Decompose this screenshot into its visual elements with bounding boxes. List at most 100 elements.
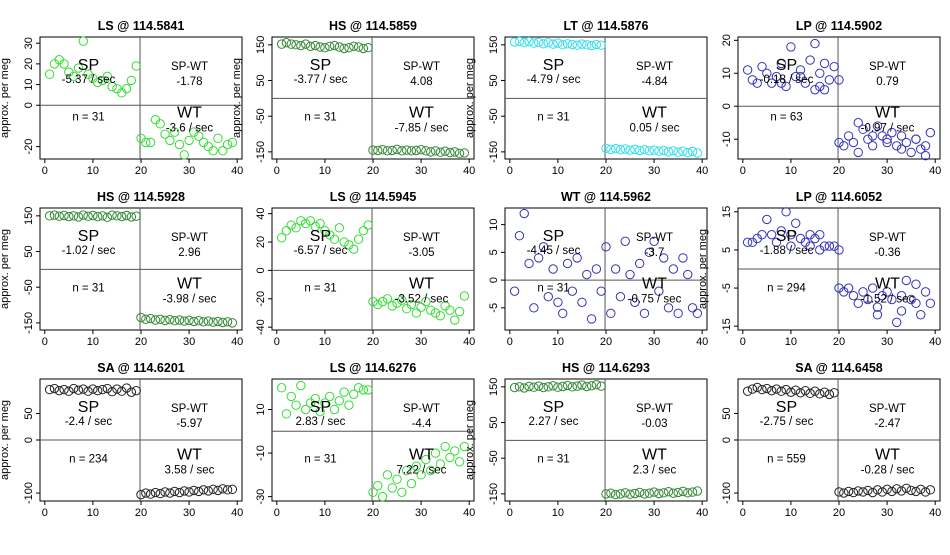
chart-4-point: [102, 212, 113, 222]
chart-11-point: [916, 484, 926, 495]
chart-6: WT @ 114.5962 0 10 20 30 40 -5 0 5 10 SP-4.45 / se…: [488, 190, 708, 348]
chart-11-point: [848, 487, 859, 498]
chart-11-point: [892, 484, 902, 494]
chart-9-wt-label: WT: [409, 447, 434, 464]
chart-0-point: [93, 77, 103, 88]
chart-8-n-label: n = 234: [69, 454, 108, 466]
chart-11-ytick-label: 0: [721, 437, 733, 443]
chart-8-point: [78, 384, 88, 394]
chart-7-point: [824, 241, 835, 251]
chart-11-point: [834, 487, 844, 497]
chart-0-sp-label: SP: [78, 57, 99, 74]
chart-5-wt-rate: -3.52 / sec: [395, 294, 449, 306]
chart-9-point: [358, 385, 369, 395]
chart-7-wt-label: WT: [875, 276, 900, 293]
chart-11-point: [810, 386, 820, 396]
chart-11-point: [853, 486, 863, 496]
chart-5-point: [411, 308, 421, 318]
chart-3-point: [853, 147, 863, 158]
chart-7-point: [848, 290, 859, 301]
chart-0-point: [59, 59, 69, 69]
chart-3-point: [752, 78, 762, 88]
chart-9-point: [430, 448, 441, 458]
chart-0-point: [165, 135, 175, 146]
chart-3-point: [858, 124, 868, 135]
chart-2: LT @ 114.5876 approx. per meg 0 10 20 30 40 -15…: [464, 19, 708, 177]
chart-9-xtick-label: 0: [274, 507, 280, 519]
chart-9-point: [276, 383, 287, 393]
chart-9-point: [373, 481, 383, 491]
chart-6-xtick-label: 0: [507, 336, 513, 348]
chart-6-point: [644, 247, 654, 258]
chart-10-point: [519, 383, 529, 393]
chart-2-point: [591, 39, 602, 50]
chart-3-point: [771, 71, 782, 82]
chart-5-point: [368, 296, 378, 307]
chart-6-n-label: n = 31: [537, 283, 569, 295]
chart-8-point: [222, 485, 233, 495]
chart-2-ytick-label: -150: [488, 141, 500, 163]
chart-8-ytick-label: 0: [23, 437, 35, 443]
chart-6-point: [639, 308, 650, 319]
chart-5-wt-label: WT: [409, 276, 434, 293]
chart-7-point: [901, 275, 912, 286]
chart-8-point: [117, 386, 127, 396]
chart-11-point: [747, 384, 758, 394]
chart-1-xtick-label: 40: [463, 165, 475, 177]
chart-7-point: [896, 290, 907, 301]
chart-11-point: [829, 388, 839, 398]
chart-2-point: [654, 146, 664, 156]
chart-10-point: [601, 489, 611, 499]
chart-9-point: [368, 487, 378, 497]
chart-8-xtick-label: 10: [87, 507, 99, 519]
chart-3-point: [867, 141, 878, 151]
chart-2-point: [567, 39, 578, 50]
chart-11-point: [925, 485, 936, 495]
chart-6-sp-label: SP: [543, 228, 564, 245]
chart-9-point: [426, 465, 436, 476]
chart-2-wt-rate: 0.05 / sec: [630, 123, 680, 135]
chart-5-ytick-label: 40: [255, 208, 267, 220]
chart-6-xtick-label: 30: [648, 336, 660, 348]
chart-7-xtick-label: 20: [833, 336, 845, 348]
chart-5-xtick-label: 20: [367, 336, 379, 348]
chart-8-ytick-label: 50: [23, 407, 35, 419]
chart-1-title: HS @ 114.5859: [329, 19, 417, 33]
chart-3-xtick-label: 20: [833, 165, 845, 177]
chart-4-point: [112, 211, 122, 221]
chart-11-xtick-label: 20: [833, 507, 845, 519]
chart-9-point: [349, 389, 359, 399]
chart-2-point: [572, 40, 582, 50]
chart-6-point: [630, 297, 640, 307]
chart-1-ytick-label: -150: [255, 141, 267, 163]
chart-7-wt-rate: -1.52 / sec: [861, 294, 915, 306]
chart-8-point: [59, 384, 69, 395]
chart-1-point: [296, 40, 306, 51]
chart-3-point: [834, 137, 844, 148]
chart-3-point: [848, 137, 859, 148]
chart-2-point: [548, 39, 558, 49]
chart-8-point: [54, 385, 64, 396]
chart-10-point: [538, 382, 549, 393]
chart-5-point: [300, 218, 311, 229]
chart-11-point: [877, 487, 887, 497]
chart-6-point: [562, 258, 573, 269]
chart-9-point: [329, 404, 340, 415]
chart-0-title: LS @ 114.5841: [98, 19, 185, 33]
chart-5-point: [358, 225, 369, 236]
chart-6-point: [659, 253, 669, 263]
chart-4-point: [83, 211, 93, 221]
chart-4-xtick-label: 0: [42, 336, 48, 348]
chart-1-point: [329, 40, 340, 51]
chart-10-xtick-label: 0: [507, 507, 513, 519]
chart-8-wt-label: WT: [177, 447, 202, 464]
chart-5-point: [291, 223, 301, 233]
chart-8-point: [194, 486, 204, 497]
chart-4-point: [227, 318, 238, 328]
chart-1-point: [291, 40, 301, 50]
chart-8-point: [150, 487, 161, 498]
chart-10-point: [610, 489, 621, 500]
chart-4-point: [54, 211, 64, 221]
chart-8-ytick-label: -100: [23, 482, 35, 504]
chart-8-point: [136, 489, 146, 500]
